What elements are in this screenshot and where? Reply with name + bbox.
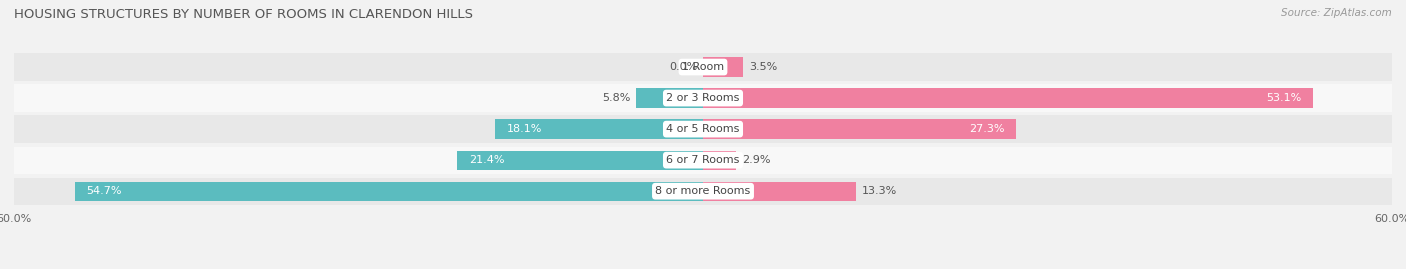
Bar [75, 182, 703, 201]
Text: 13.3%: 13.3% [862, 186, 897, 196]
Text: 21.4%: 21.4% [468, 155, 505, 165]
Bar [703, 119, 1017, 139]
Bar [14, 53, 1392, 81]
Text: 3.5%: 3.5% [749, 62, 778, 72]
Bar [14, 84, 1392, 112]
Bar [703, 57, 744, 77]
Text: 2 or 3 Rooms: 2 or 3 Rooms [666, 93, 740, 103]
Bar [703, 182, 856, 201]
Bar [495, 119, 703, 139]
Bar [14, 147, 1392, 174]
Bar [457, 151, 703, 170]
Text: Source: ZipAtlas.com: Source: ZipAtlas.com [1281, 8, 1392, 18]
Text: 2.9%: 2.9% [742, 155, 770, 165]
Text: 6 or 7 Rooms: 6 or 7 Rooms [666, 155, 740, 165]
Text: 1 Room: 1 Room [682, 62, 724, 72]
Text: HOUSING STRUCTURES BY NUMBER OF ROOMS IN CLARENDON HILLS: HOUSING STRUCTURES BY NUMBER OF ROOMS IN… [14, 8, 472, 21]
Text: 54.7%: 54.7% [86, 186, 122, 196]
Text: 8 or more Rooms: 8 or more Rooms [655, 186, 751, 196]
Text: 4 or 5 Rooms: 4 or 5 Rooms [666, 124, 740, 134]
Text: 18.1%: 18.1% [506, 124, 543, 134]
Bar [14, 115, 1392, 143]
Bar [637, 89, 703, 108]
Text: 5.8%: 5.8% [602, 93, 631, 103]
Text: 27.3%: 27.3% [970, 124, 1005, 134]
Bar [14, 178, 1392, 205]
Legend: Owner-occupied, Renter-occupied: Owner-occupied, Renter-occupied [572, 266, 834, 269]
Bar [703, 89, 1313, 108]
Bar [703, 151, 737, 170]
Text: 0.0%: 0.0% [669, 62, 697, 72]
Text: 53.1%: 53.1% [1265, 93, 1301, 103]
